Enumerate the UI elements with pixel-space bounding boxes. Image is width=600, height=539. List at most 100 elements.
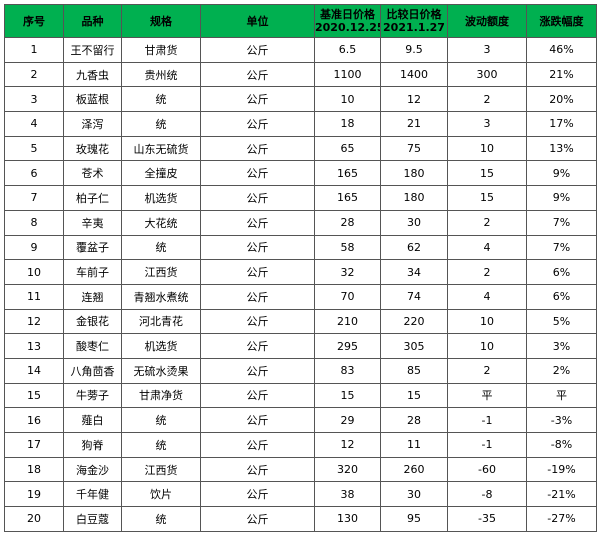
table-cell: 4 xyxy=(447,283,527,310)
table-cell: 公斤 xyxy=(200,160,315,187)
table-cell: 21 xyxy=(380,111,448,137)
table-cell: 5% xyxy=(526,308,597,335)
table-cell: 12 xyxy=(380,86,448,113)
table-cell: 连翘 xyxy=(63,283,122,310)
table-body: 1 王不留行 甘肃货 公斤 6.5 9.5 3 46% 2 九香虫 贵州统 公斤 1100 1400 300… xyxy=(4,37,597,532)
table-cell: 公斤 xyxy=(200,506,315,532)
table-cell: 公斤 xyxy=(200,432,315,458)
table-row: 4 泽泻统公斤 18 21 3 17% xyxy=(4,111,597,137)
table-cell: 海金沙 xyxy=(63,456,122,483)
table-cell: 机选货 xyxy=(121,333,201,359)
table-cell: 15 xyxy=(314,382,381,409)
header-text: 涨跌幅度 xyxy=(539,14,584,28)
table-cell: 165 xyxy=(314,160,381,187)
table-cell: 统 xyxy=(121,432,201,458)
table-row: 17 狗脊统公斤 12 11 -1 -8% xyxy=(4,432,597,458)
table-cell: 无硫水烫果 xyxy=(121,357,201,384)
table-cell: 14 xyxy=(4,357,64,384)
table-cell: 八角茴香 xyxy=(63,357,122,384)
table-cell: 2 xyxy=(447,259,527,285)
table-cell: 38 xyxy=(314,481,381,508)
table-cell: 65 xyxy=(314,135,381,162)
table-cell: 公斤 xyxy=(200,357,315,384)
table-cell: 平 xyxy=(447,382,527,409)
table-row: 19 千年健 饮片 公斤 38 30 -8 -21% xyxy=(4,481,597,508)
table-cell: 30 xyxy=(380,481,448,508)
table-row: 7 柏子仁 机选货 公斤 165 180 15 9% xyxy=(4,185,597,211)
table-cell: 统 xyxy=(121,111,201,137)
table-cell: 180 xyxy=(380,185,448,211)
table-cell: 大花统 xyxy=(121,209,201,236)
price-table: 序号 品种 规格 单位 基准日价格 2020.12.25 比较日价格 2021.1.27 波动额… xyxy=(4,4,597,532)
table-cell: 9% xyxy=(526,185,597,211)
table-cell: -19% xyxy=(526,456,597,483)
table-cell: 16 xyxy=(4,407,64,433)
table-cell: 15 xyxy=(4,382,64,409)
table-row: 5 玫瑰花 山东无硫货 公斤 65 75 10 13% xyxy=(4,135,597,162)
table-cell: 统 xyxy=(121,86,201,113)
table-row: 2 九香虫 贵州统 公斤 1100 1400 300 21% xyxy=(4,61,597,88)
table-cell: 130 xyxy=(314,506,381,532)
header-text: 比较日价格 xyxy=(386,8,442,21)
table-cell: 30 xyxy=(380,209,448,236)
table-cell: -27% xyxy=(526,506,597,532)
table-cell: 公斤 xyxy=(200,283,315,310)
table-cell: 15 xyxy=(380,382,448,409)
table-cell: 江西货 xyxy=(121,259,201,285)
header-text: 2020.12.25 xyxy=(315,21,381,34)
table-cell: 公斤 xyxy=(200,382,315,409)
table-cell: -60 xyxy=(447,456,527,483)
table-cell: 13% xyxy=(526,135,597,162)
table-cell: 13 xyxy=(4,333,64,359)
table-cell: 180 xyxy=(380,160,448,187)
table-cell: 酸枣仁 xyxy=(63,333,122,359)
table-cell: 9 xyxy=(4,234,64,261)
table-cell: 32 xyxy=(314,259,381,285)
table-cell: 3 xyxy=(447,37,527,63)
table-cell: 17 xyxy=(4,432,64,458)
header-text: 单位 xyxy=(246,14,269,28)
table-cell: 2 xyxy=(447,209,527,236)
table-cell: 1 xyxy=(4,37,64,63)
table-row: 8 辛夷 大花统 公斤 28 30 2 7% xyxy=(4,209,597,236)
header-text: 品种 xyxy=(81,14,104,28)
table-cell: 165 xyxy=(314,185,381,211)
table-cell: 10 xyxy=(314,86,381,113)
table-cell: 10 xyxy=(4,259,64,285)
table-cell: 6.5 xyxy=(314,37,381,63)
table-cell: 210 xyxy=(314,308,381,335)
table-row: 14 八角茴香 无硫水烫果 公斤 83 85 2 2% xyxy=(4,357,597,384)
table-row: 20 白豆蔻统公斤 130 95 -35 -27% xyxy=(4,506,597,532)
table-cell: 公斤 xyxy=(200,37,315,63)
table-cell: -8 xyxy=(447,481,527,508)
table-cell: 58 xyxy=(314,234,381,261)
table-cell: 机选货 xyxy=(121,185,201,211)
table-cell: 辛夷 xyxy=(63,209,122,236)
table-cell: 3% xyxy=(526,333,597,359)
table-cell: 20 xyxy=(4,506,64,532)
table-cell: 75 xyxy=(380,135,448,162)
table-cell: 21% xyxy=(526,61,597,88)
table-cell: 17% xyxy=(526,111,597,137)
header-cell: 品种 xyxy=(63,4,122,38)
table-cell: 62 xyxy=(380,234,448,261)
table-cell: 公斤 xyxy=(200,61,315,88)
table-cell: 6 xyxy=(4,160,64,187)
table-cell: 山东无硫货 xyxy=(121,135,201,162)
table-cell: 2% xyxy=(526,357,597,384)
table-cell: 金银花 xyxy=(63,308,122,335)
table-cell: 公斤 xyxy=(200,86,315,113)
table-cell: 74 xyxy=(380,283,448,310)
header-text: 基准日价格 xyxy=(320,8,375,21)
table-cell: 29 xyxy=(314,407,381,433)
table-cell: 10 xyxy=(447,135,527,162)
table-cell: 18 xyxy=(4,456,64,483)
header-cell: 规格 xyxy=(121,4,201,38)
table-cell: 83 xyxy=(314,357,381,384)
table-cell: 10 xyxy=(447,333,527,359)
table-cell: 公斤 xyxy=(200,209,315,236)
table-cell: 6% xyxy=(526,283,597,310)
table-cell: 6% xyxy=(526,259,597,285)
table-cell: 1400 xyxy=(380,61,448,88)
table-cell: 15 xyxy=(447,160,527,187)
